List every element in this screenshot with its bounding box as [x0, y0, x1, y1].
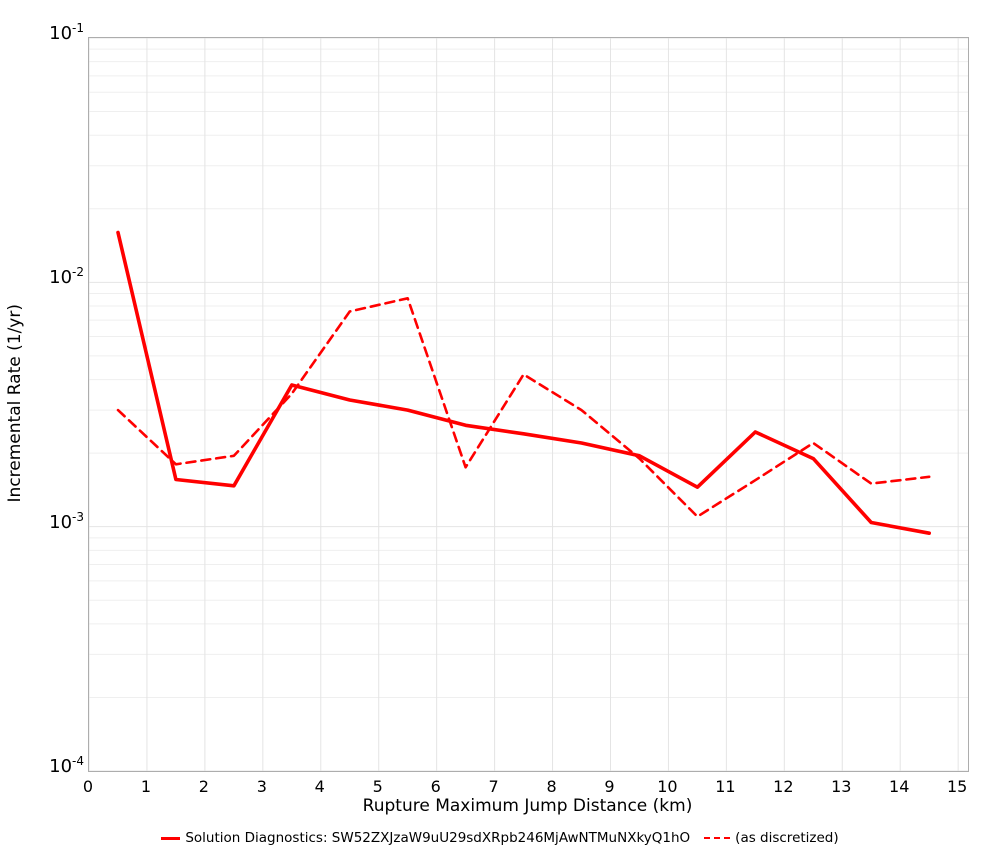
- y-axis-title-text: Incremental Rate (1/yr): [5, 304, 25, 503]
- plot-area: [88, 37, 969, 772]
- legend: Solution Diagnostics: SW52ZXJzaW9uU29sdX…: [0, 827, 1000, 849]
- legend-label-as-discretized: (as discretized): [735, 830, 839, 846]
- x-tick-label: 3: [256, 777, 267, 796]
- x-tick-label: 4: [314, 777, 325, 796]
- x-tick-label: 15: [946, 777, 968, 796]
- legend-label-solution-diagnostics: Solution Diagnostics: SW52ZXJzaW9uU29sdX…: [185, 830, 691, 846]
- x-tick-label: 13: [831, 777, 852, 796]
- x-tick-label: 9: [604, 777, 615, 796]
- x-tick-label: 0: [82, 777, 94, 796]
- x-tick-label: 12: [773, 777, 794, 796]
- x-tick-label: 11: [715, 777, 736, 796]
- x-tick-label: 10: [657, 777, 678, 796]
- x-tick-label: 5: [372, 777, 383, 796]
- y-tick-label: 10-2: [49, 265, 84, 289]
- x-tick-label: 14: [889, 777, 910, 796]
- series-line-discretized: [116, 296, 931, 518]
- x-tick-label: 1: [140, 777, 152, 796]
- legend-solid-line-swatch: [161, 836, 181, 840]
- x-axis-title: Rupture Maximum Jump Distance (km): [362, 796, 693, 816]
- series-line-solution-diagnostics: [116, 230, 932, 536]
- y-tick-label: 10-4: [49, 754, 84, 777]
- y-axis-title: Incremental Rate (1/yr): [2, 37, 28, 770]
- x-tick-label: 2: [198, 777, 209, 796]
- legend-dashed-line-swatch: [704, 837, 731, 839]
- x-tick-label: 6: [430, 777, 441, 796]
- x-tick-label: 8: [546, 777, 557, 796]
- y-tick-label: 10-3: [49, 509, 84, 533]
- plot-area-svg: [89, 38, 968, 771]
- x-tick-label: 7: [488, 777, 499, 796]
- y-tick-label: 10-1: [49, 21, 84, 44]
